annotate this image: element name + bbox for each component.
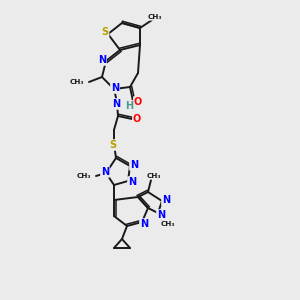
- Text: CH₃: CH₃: [161, 221, 175, 227]
- Text: CH₃: CH₃: [70, 79, 84, 85]
- Text: N: N: [98, 55, 106, 65]
- Text: CH₃: CH₃: [147, 173, 161, 179]
- Text: N: N: [128, 177, 136, 187]
- Text: N: N: [111, 83, 119, 93]
- Text: O: O: [134, 97, 142, 107]
- Text: O: O: [133, 114, 141, 124]
- Text: CH₃: CH₃: [76, 173, 91, 179]
- Text: N: N: [112, 99, 120, 109]
- Text: N: N: [140, 219, 148, 229]
- Text: N: N: [101, 167, 109, 177]
- Text: N: N: [162, 195, 170, 205]
- Text: S: S: [101, 27, 109, 37]
- Text: CH₃: CH₃: [148, 14, 162, 20]
- Text: H: H: [125, 101, 133, 111]
- Text: N: N: [157, 210, 165, 220]
- Text: S: S: [110, 140, 117, 150]
- Text: N: N: [130, 160, 138, 170]
